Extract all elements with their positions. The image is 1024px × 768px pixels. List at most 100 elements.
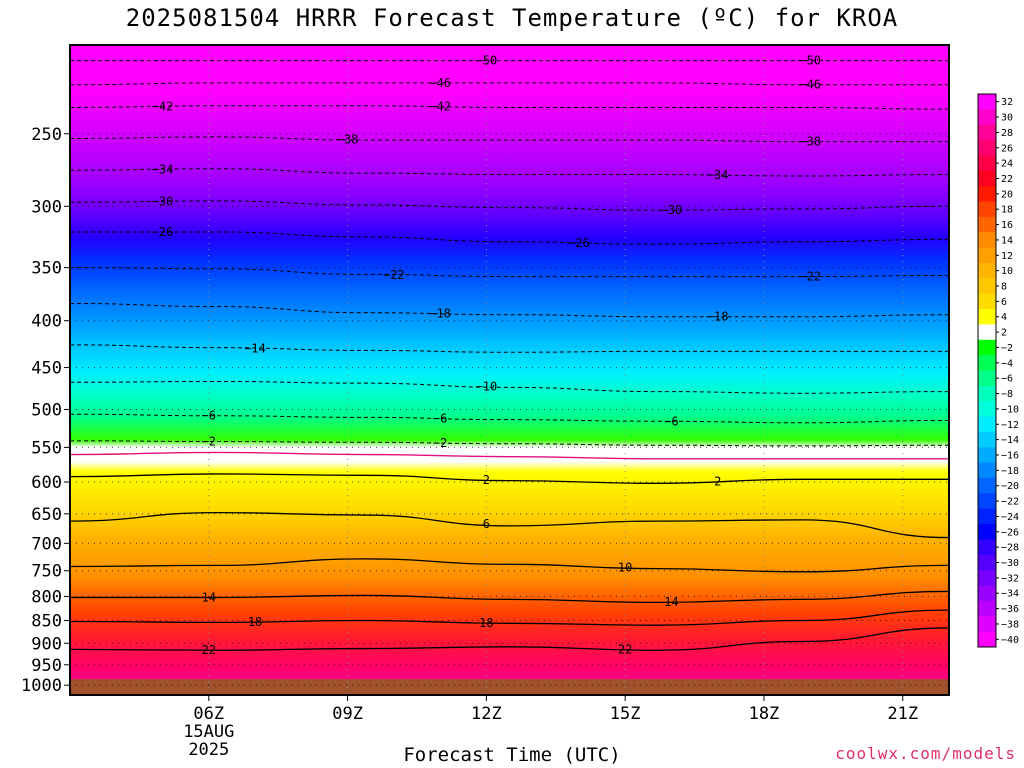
colorbar-label: 16 <box>1001 220 1013 231</box>
colorbar-label: −30 <box>1001 558 1019 569</box>
y-tick-label: 750 <box>31 562 62 582</box>
colorbar-swatch <box>978 631 996 648</box>
colorbar-label: −18 <box>1001 466 1019 477</box>
x-tick-date-label: 2025 <box>188 740 229 760</box>
y-tick-label: 500 <box>31 400 62 420</box>
colorbar-label: −4 <box>1001 358 1013 369</box>
colorbar-swatch <box>978 524 996 540</box>
colorbar-label: −10 <box>1001 404 1019 415</box>
isotherm-label: −18 <box>707 310 729 324</box>
isotherm-label: −30 <box>152 194 174 208</box>
colorbar-label: −40 <box>1001 635 1019 646</box>
colorbar-swatch <box>978 385 996 402</box>
colorbar-swatch <box>978 278 996 295</box>
colorbar-label: −22 <box>1001 497 1019 508</box>
colorbar-label: −20 <box>1001 481 1019 492</box>
isotherm-label: 14 <box>664 595 678 609</box>
colorbar-label: 2 <box>1001 328 1007 339</box>
isotherm-18 <box>70 609 949 626</box>
colorbar-swatch <box>978 262 996 279</box>
y-tick-label: 250 <box>31 125 62 145</box>
isotherm-label: 2 <box>483 473 490 487</box>
colorbar-label: −12 <box>1001 420 1019 431</box>
x-tick-date-label: 15AUG <box>183 722 234 742</box>
isotherm-label: 18 <box>479 616 493 630</box>
colorbar-swatch <box>978 216 996 233</box>
colorbar-swatch <box>978 124 996 141</box>
isotherm-label: −30 <box>661 203 683 217</box>
colorbar-label: −8 <box>1001 389 1013 400</box>
y-tick-label: 450 <box>31 359 62 379</box>
colorbar-swatch <box>978 355 996 371</box>
isotherm-label: −46 <box>799 78 821 92</box>
isotherm-label: −42 <box>429 100 451 114</box>
isotherm-label: −38 <box>799 135 821 149</box>
isotherm-label: −50 <box>476 54 498 68</box>
colorbar-label: −34 <box>1001 589 1019 600</box>
colorbar-swatch <box>978 508 996 525</box>
isotherm-14 <box>70 590 949 603</box>
x-axis-label: Forecast Time (UTC) <box>403 744 621 766</box>
colorbar-label: 26 <box>1001 143 1013 154</box>
colorbar-swatch <box>978 431 996 448</box>
colorbar-swatch <box>978 539 996 556</box>
colorbar-label: −32 <box>1001 573 1019 584</box>
colorbar-label: 32 <box>1001 97 1013 108</box>
colorbar-swatch <box>978 201 996 218</box>
isotherm-label: −50 <box>799 54 821 68</box>
y-tick-label: 850 <box>31 612 62 632</box>
isotherm-label: −46 <box>429 76 451 90</box>
isotherm-label: −42 <box>152 99 174 113</box>
colorbar-swatch <box>978 401 996 418</box>
y-tick-label: 900 <box>31 634 62 654</box>
isotherm-label: 10 <box>618 561 632 575</box>
colorbar-label: 10 <box>1001 266 1013 277</box>
colorbar-label: 14 <box>1001 235 1013 246</box>
colorbar-label: −36 <box>1001 604 1019 615</box>
isotherm-label: −22 <box>383 268 405 282</box>
x-tick-label: 18Z <box>749 704 780 724</box>
chart-title: 2025081504 HRRR Forecast Temperature (ºC… <box>125 4 899 32</box>
colorbar-label: −16 <box>1001 450 1019 461</box>
x-tick-label: 09Z <box>332 704 363 724</box>
ground-fill <box>70 679 949 695</box>
colorbar-label: −28 <box>1001 543 1019 554</box>
colorbar-swatch <box>978 186 996 203</box>
isotherm-label: −34 <box>707 168 729 182</box>
colorbar-label: −14 <box>1001 435 1019 446</box>
colorbar-swatch <box>978 585 996 602</box>
colorbar-swatch <box>978 600 996 617</box>
y-tick-label: 400 <box>31 312 62 332</box>
colorbar-label: 30 <box>1001 113 1013 124</box>
y-tick-label: 800 <box>31 587 62 607</box>
isotherm-label: −6 <box>202 409 216 423</box>
isotherm-label: 22 <box>618 643 632 657</box>
colorbar-swatch <box>978 293 996 310</box>
isotherm-label: 18 <box>248 615 262 629</box>
isotherm-label: 6 <box>483 517 490 531</box>
isotherm-10 <box>70 558 949 573</box>
isotherm-label: −14 <box>244 341 266 355</box>
colorbar-swatch <box>978 247 996 264</box>
isotherm-label: −34 <box>152 162 174 176</box>
colorbar-swatch <box>978 309 996 325</box>
colorbar-swatch <box>978 478 996 494</box>
credit-text: coolwx.com/models <box>835 744 1016 763</box>
colorbar-label: 6 <box>1001 297 1007 308</box>
y-tick-label: 700 <box>31 534 62 554</box>
x-tick-label: 15Z <box>610 704 641 724</box>
colorbar-swatch <box>978 570 996 587</box>
y-tick-label: 1000 <box>21 676 62 696</box>
isotherm-label: −38 <box>337 133 359 147</box>
colorbar-swatch <box>978 109 996 126</box>
x-tick-label: 21Z <box>887 704 918 724</box>
isotherm-label: −2 <box>433 436 447 450</box>
colorbar-swatch <box>978 339 996 356</box>
isotherm-label: −6 <box>433 412 447 426</box>
y-tick-label: 350 <box>31 259 62 279</box>
colorbar-swatch <box>978 324 996 341</box>
colorbar-label: 18 <box>1001 205 1013 216</box>
colorbar-swatch <box>978 462 996 479</box>
colorbar-swatch <box>978 616 996 633</box>
